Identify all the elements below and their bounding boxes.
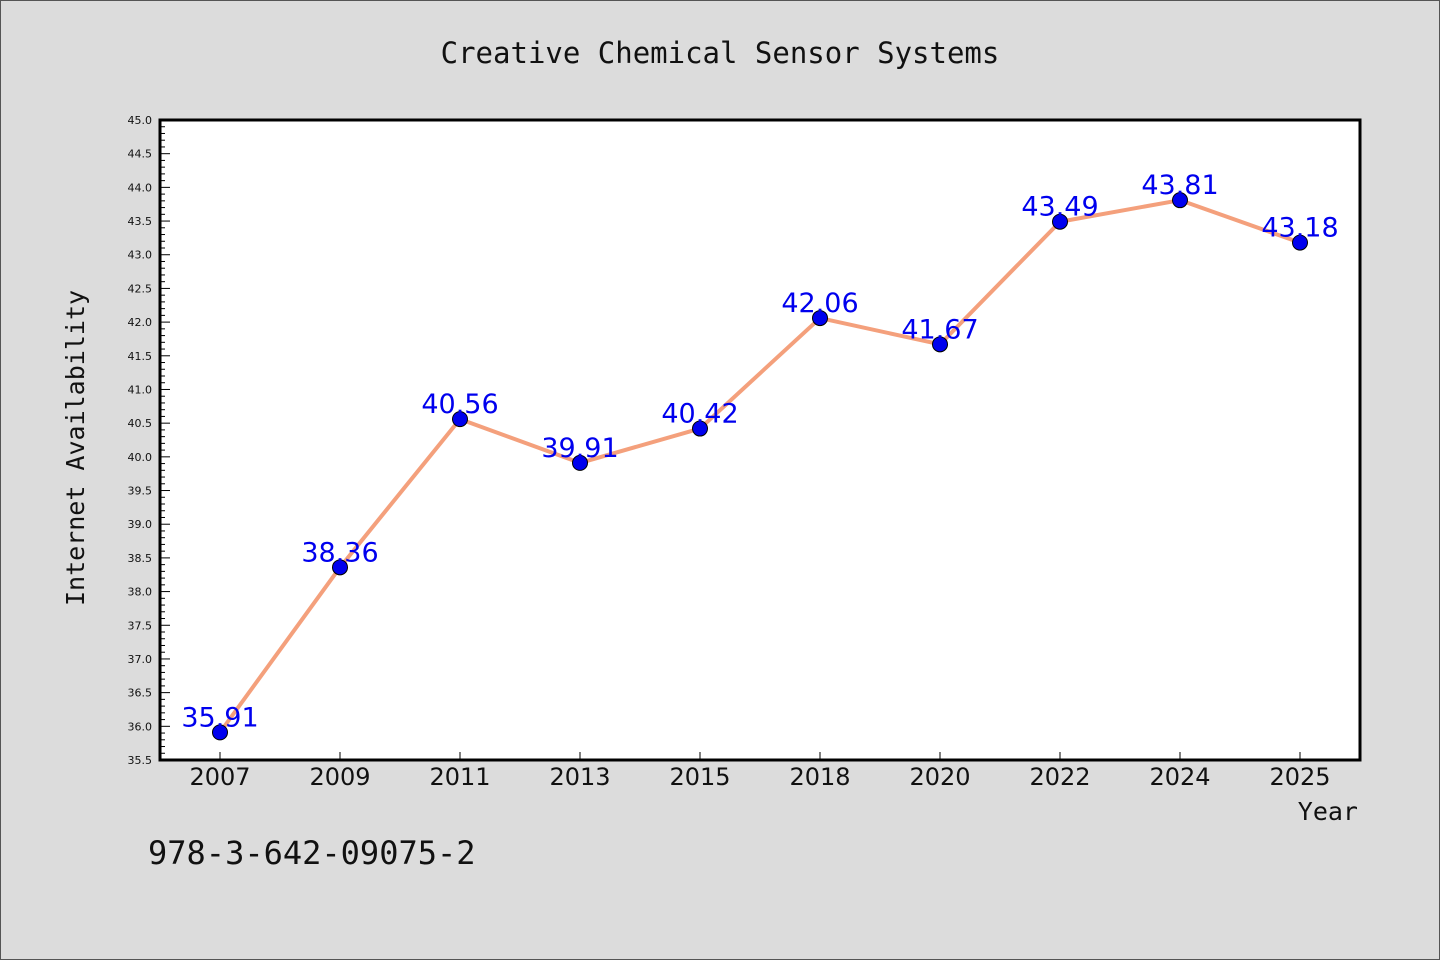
data-label: 40.42 xyxy=(661,399,738,430)
x-tick-label: 2025 xyxy=(1269,763,1330,791)
series-layer: 35.91 38.36 40.56 39.91 40.42 42.06 41.67 43.49… xyxy=(181,170,1339,741)
y-tick-label: 38.0 xyxy=(128,586,153,599)
y-tick-label: 43.0 xyxy=(128,249,153,262)
y-tick-label: 36.0 xyxy=(128,720,153,733)
data-label: 43.49 xyxy=(1021,192,1098,223)
data-point xyxy=(332,559,348,576)
data-point xyxy=(932,336,948,353)
y-tick-label: 44.5 xyxy=(128,148,153,161)
data-label: 38.36 xyxy=(301,537,378,568)
data-point xyxy=(572,454,588,471)
y-axis-label: Internet Availability xyxy=(61,290,90,606)
y-tick-label: 37.5 xyxy=(128,619,153,632)
data-point xyxy=(452,411,468,428)
data-label: 40.56 xyxy=(421,389,498,420)
x-tick-label: 2015 xyxy=(669,763,730,791)
data-point xyxy=(1172,192,1188,209)
data-label: 39.91 xyxy=(541,433,618,464)
x-axis: 2007 2009 2011 2013 2015 2018 2020 2022 2024 2025 xyxy=(189,752,1331,791)
y-tick-label: 39.0 xyxy=(128,518,153,531)
data-point xyxy=(812,310,828,327)
x-tick-label: 2007 xyxy=(189,763,250,791)
y-tick-label: 40.0 xyxy=(128,451,153,464)
x-tick-label: 2018 xyxy=(789,763,850,791)
data-label: 43.81 xyxy=(1141,170,1218,201)
x-tick-label: 2022 xyxy=(1029,763,1090,791)
series-line xyxy=(218,198,1301,734)
y-tick-label: 43.5 xyxy=(128,215,153,228)
x-tick-label: 2013 xyxy=(549,763,610,791)
y-tick-label: 35.5 xyxy=(128,754,153,767)
data-point xyxy=(692,420,708,437)
plot-area xyxy=(158,118,1362,762)
x-tick-label: 2020 xyxy=(909,763,970,791)
data-point xyxy=(1052,213,1068,230)
x-tick-label: 2011 xyxy=(429,763,490,791)
data-label: 43.18 xyxy=(1261,213,1338,244)
y-tick-label: 42.0 xyxy=(128,316,153,329)
y-tick-label: 41.0 xyxy=(128,383,153,396)
data-label: 41.67 xyxy=(901,314,978,345)
y-axis: 35.5 36.0 36.5 37.0 37.5 38.0 38.5 39.0 39.5 40.0… xyxy=(128,114,170,767)
data-label: 42.06 xyxy=(781,288,858,319)
data-label: 35.91 xyxy=(181,702,258,733)
y-tick-label: 44.0 xyxy=(128,181,153,194)
y-tick-label: 41.5 xyxy=(128,350,153,363)
footer-note: 978-3-642-09075-2 xyxy=(148,834,476,872)
x-tick-label: 2009 xyxy=(309,763,370,791)
y-tick-label: 42.5 xyxy=(128,282,153,295)
data-point xyxy=(212,724,228,741)
y-tick-label: 38.5 xyxy=(128,552,153,565)
y-tick-label: 39.5 xyxy=(128,485,153,498)
chart-title: Creative Chemical Sensor Systems xyxy=(441,36,1000,70)
x-tick-label: 2024 xyxy=(1149,763,1210,791)
data-point xyxy=(1292,234,1308,251)
y-tick-label: 36.5 xyxy=(128,687,153,700)
y-tick-label: 37.0 xyxy=(128,653,153,666)
y-tick-label: 45.0 xyxy=(128,114,153,127)
x-axis-label: Year xyxy=(1298,797,1358,826)
y-tick-label: 40.5 xyxy=(128,417,153,430)
